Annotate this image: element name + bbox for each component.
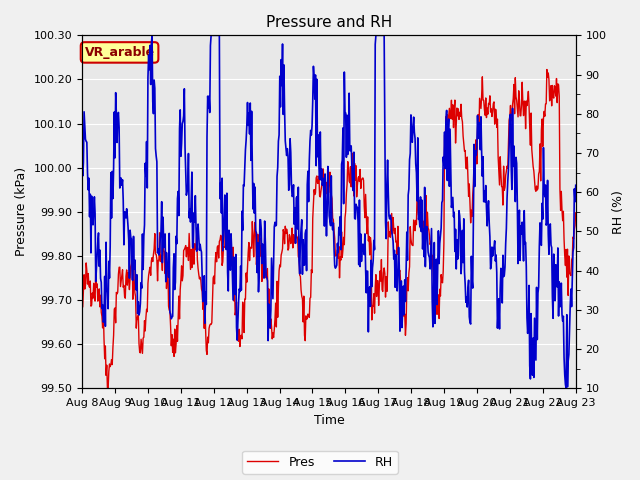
RH: [572, 182, 580, 188]
Y-axis label: Pressure (kPa): Pressure (kPa): [15, 167, 28, 256]
Pres: [404, 275, 412, 280]
Line: Pres: Pres: [82, 70, 576, 388]
Y-axis label: RH (%): RH (%): [612, 190, 625, 234]
RH: [215, 33, 223, 38]
Pres: [78, 305, 86, 311]
Pres: [189, 245, 196, 251]
Pres: [104, 385, 111, 391]
Pres: [572, 210, 580, 216]
Pres: [139, 350, 147, 356]
Line: RH: RH: [82, 36, 576, 388]
Legend: Pres, RH: Pres, RH: [242, 451, 398, 474]
Pres: [215, 255, 223, 261]
X-axis label: Time: Time: [314, 414, 344, 427]
Text: VR_arable: VR_arable: [84, 46, 155, 59]
Pres: [543, 67, 551, 72]
Pres: [389, 215, 397, 220]
Title: Pressure and RH: Pressure and RH: [266, 15, 392, 30]
Pres: [87, 303, 95, 309]
RH: [389, 238, 397, 244]
RH: [563, 385, 570, 391]
RH: [189, 244, 196, 250]
RH: [78, 133, 86, 139]
RH: [148, 33, 156, 38]
RH: [87, 250, 95, 256]
RH: [404, 257, 412, 263]
RH: [138, 285, 146, 291]
